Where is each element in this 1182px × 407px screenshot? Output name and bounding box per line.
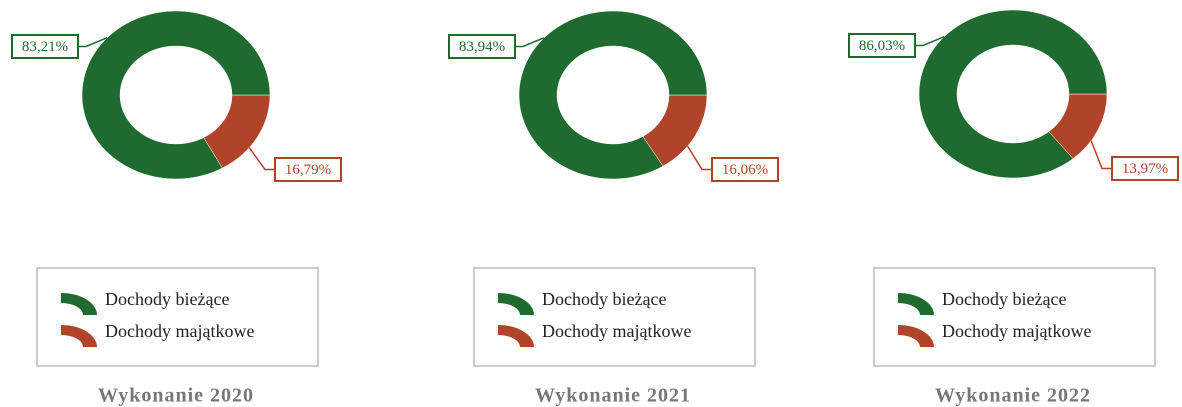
chart-title: Wykonanie 2022	[935, 385, 1091, 407]
donut-slice	[518, 10, 708, 180]
leader-line	[78, 37, 108, 48]
label-box	[274, 157, 342, 182]
legend-box	[873, 267, 1156, 367]
legend-label: Dochody bieżące	[942, 289, 1066, 309]
data-label: 83,94%	[459, 39, 505, 55]
legend-icon	[898, 325, 934, 347]
leader-line	[686, 145, 712, 171]
data-label: 16,06%	[722, 162, 768, 178]
legend-box	[36, 267, 319, 367]
label-box	[711, 157, 779, 182]
data-label: 13,97%	[1122, 161, 1168, 177]
legend-label: Dochody majątkowe	[105, 321, 254, 341]
data-label: 86,03%	[859, 38, 905, 54]
legend-label: Dochody bieżące	[105, 289, 229, 309]
chart-title: Wykonanie 2021	[535, 385, 691, 407]
legend-icon	[898, 293, 934, 315]
label-box	[448, 34, 516, 59]
label-box	[1111, 156, 1179, 181]
data-label: 83,21%	[22, 39, 68, 55]
chart-title: Wykonanie 2020	[98, 385, 254, 407]
legend-label: Dochody bieżące	[542, 289, 666, 309]
label-box	[848, 33, 916, 58]
donut-slice	[81, 10, 271, 180]
leader-line	[1090, 140, 1112, 170]
data-label: 16,79%	[285, 162, 331, 178]
legend-label: Dochody majątkowe	[542, 321, 691, 341]
label-box	[11, 34, 79, 59]
leader-line	[915, 36, 945, 47]
legend-icon	[498, 325, 534, 347]
leader-line	[515, 37, 545, 48]
legend-icon	[498, 293, 534, 315]
legend-icon	[61, 293, 97, 315]
donut-slice	[918, 9, 1108, 179]
legend-box	[473, 267, 756, 367]
legend-label: Dochody majątkowe	[942, 321, 1091, 341]
leader-line	[248, 147, 275, 171]
legend-icon	[61, 325, 97, 347]
